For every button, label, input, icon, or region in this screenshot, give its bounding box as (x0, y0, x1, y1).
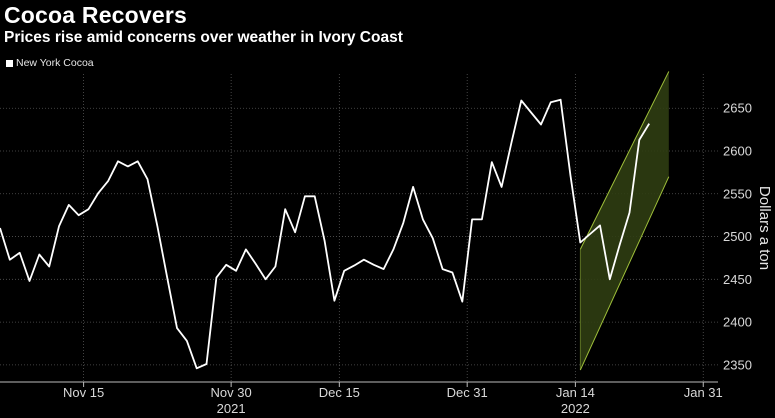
x-tick-label: Nov 15 (63, 385, 104, 400)
y-axis-label: Dollars a ton (756, 186, 773, 270)
trend-channel (579, 71, 670, 371)
chart-title: Cocoa Recovers (4, 2, 188, 28)
channel-fill (580, 71, 669, 371)
y-tick-label: 2650 (723, 101, 752, 116)
x-tick-label: Nov 30 (211, 385, 252, 400)
x-year-label: 2022 (561, 401, 590, 416)
legend-label: New York Cocoa (16, 57, 94, 69)
channel-upper-edge (579, 71, 670, 250)
x-tick-label: Jan 14 (556, 385, 595, 400)
series-line-0 (0, 98, 650, 370)
y-tick-label: 2350 (723, 357, 752, 372)
x-tick-label: Jan 31 (684, 385, 723, 400)
y-tick-label: 2400 (723, 315, 752, 330)
x-tick-labels: Nov 15 Nov 30 Dec 15 Dec 31 Jan 14 Jan 31 2021… (63, 385, 723, 416)
chart-subtitle: Prices rise amid concerns over weather i… (4, 29, 403, 46)
y-tick-label: 2550 (723, 186, 752, 201)
x-tick-label: Dec 31 (447, 385, 488, 400)
gridlines (0, 74, 718, 382)
channel-lower-edge (579, 176, 670, 371)
x-year-label: 2021 (217, 401, 246, 416)
series-lines (0, 98, 650, 370)
y-tick-label: 2500 (723, 229, 752, 244)
y-tick-labels: 2350 2400 2450 2500 2550 2600 2650 (723, 101, 752, 373)
y-tick-label: 2600 (723, 144, 752, 159)
legend: New York Cocoa (6, 57, 94, 69)
x-tick-label: Dec 15 (319, 385, 360, 400)
axes (0, 381, 718, 387)
legend-swatch (6, 59, 13, 67)
y-tick-label: 2450 (723, 272, 752, 287)
